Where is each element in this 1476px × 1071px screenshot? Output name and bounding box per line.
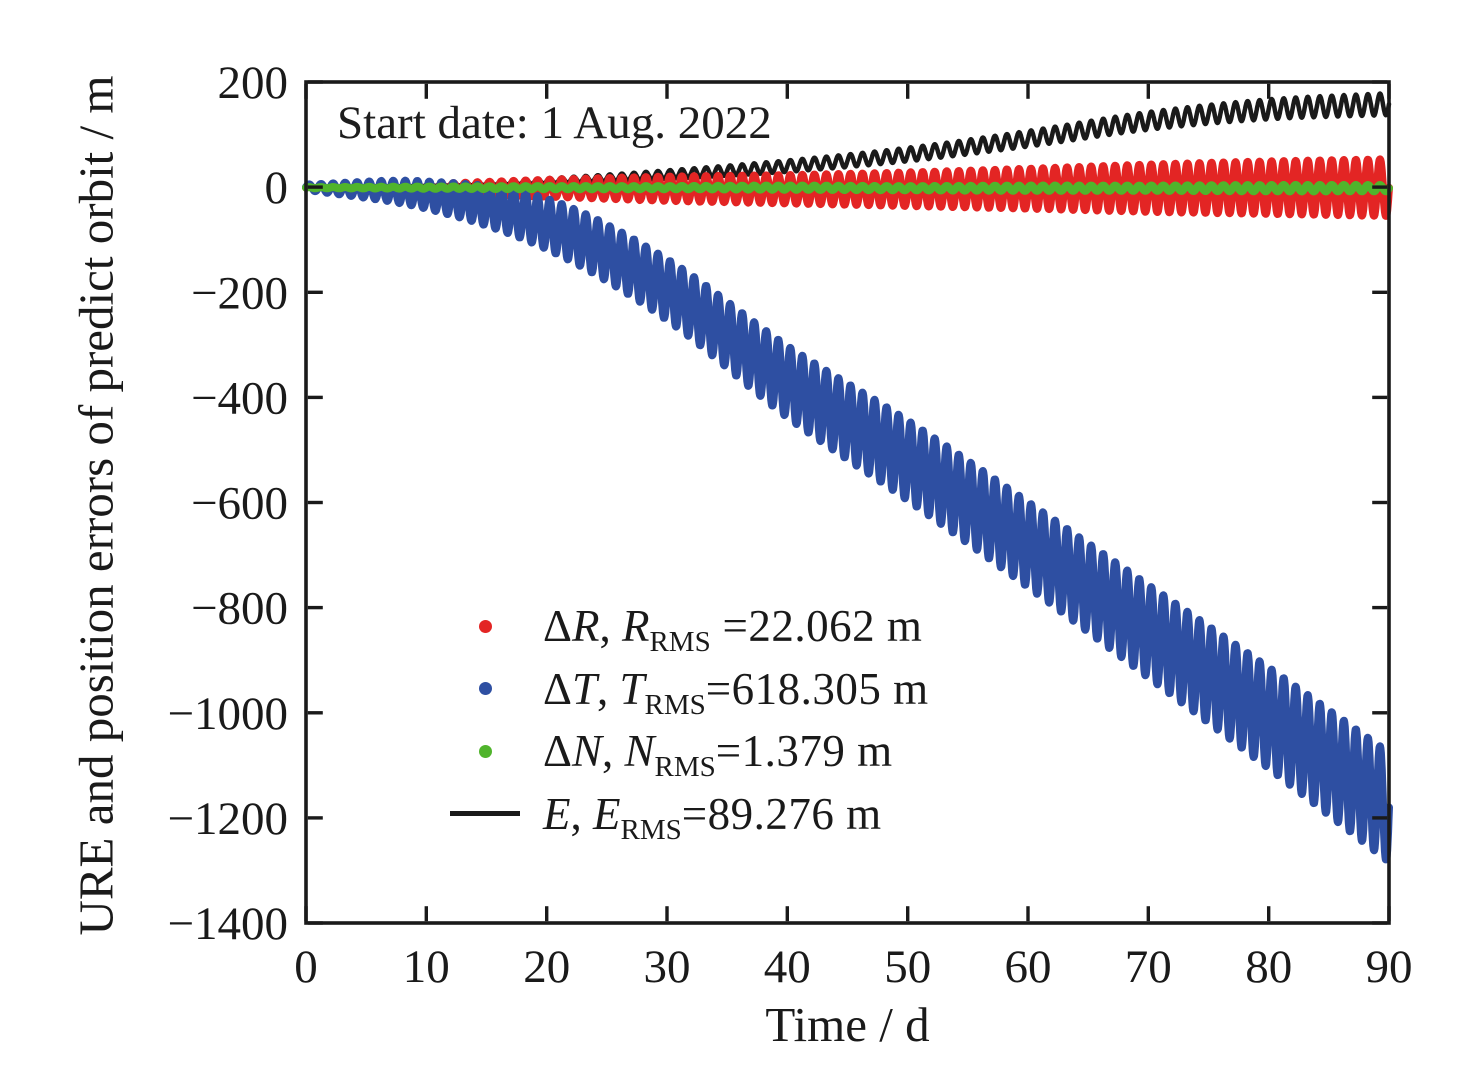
plot-frame [304,80,1391,925]
y-tick-label: −1400 [167,898,288,950]
legend-marker-black-line [450,811,520,817]
start-date-annotation: Start date: 1 Aug. 2022 [337,97,772,149]
x-tick-label: 30 [644,941,691,993]
y-tick-label: −400 [191,372,288,424]
legend-marker-blue-dot [450,682,520,696]
x-tick-label: 50 [884,941,931,993]
x-axis-title: Time / d [765,997,930,1052]
legend-item-delta-n: ΔN, NRMS=1.379 m [450,720,929,783]
chart-legend: ΔR, RRMS =22.062 m ΔT, TRMS=618.305 m ΔN… [450,595,929,845]
y-tick-label: 0 [265,162,289,214]
y-tick-label: −200 [191,267,288,319]
legend-label-delta-t: ΔT, TRMS=618.305 m [543,663,929,721]
y-tick-label: −1000 [167,688,288,740]
legend-label-delta-r: ΔR, RRMS =22.062 m [543,601,923,659]
x-tick-label: 40 [764,941,811,993]
legend-label-e: E, ERMS=89.276 m [543,788,882,846]
y-axis-title: URE and position errors of predict orbit… [68,75,124,936]
x-tick-label: 0 [294,941,318,993]
legend-marker-red-dot [450,619,520,633]
y-tick-label: −800 [191,583,288,635]
y-tick-label: 200 [218,57,289,109]
x-tick-label: 10 [403,941,450,993]
legend-item-e: E, ERMS=89.276 m [450,783,929,846]
x-tick-label: 20 [523,941,570,993]
legend-item-delta-t: ΔT, TRMS=618.305 m [450,658,929,721]
x-tick-label: 80 [1245,941,1292,993]
x-tick-label: 60 [1005,941,1052,993]
y-tick-label: −600 [191,478,288,530]
series-delta-t [302,176,1393,864]
legend-marker-green-dot [450,744,520,758]
legend-item-delta-r: ΔR, RRMS =22.062 m [450,595,929,658]
y-tick-label: −1200 [167,793,288,845]
series-delta-n [302,181,1393,196]
x-tick-label: 70 [1125,941,1172,993]
x-tick-label: 90 [1366,941,1413,993]
legend-label-delta-n: ΔN, NRMS=1.379 m [543,726,893,784]
